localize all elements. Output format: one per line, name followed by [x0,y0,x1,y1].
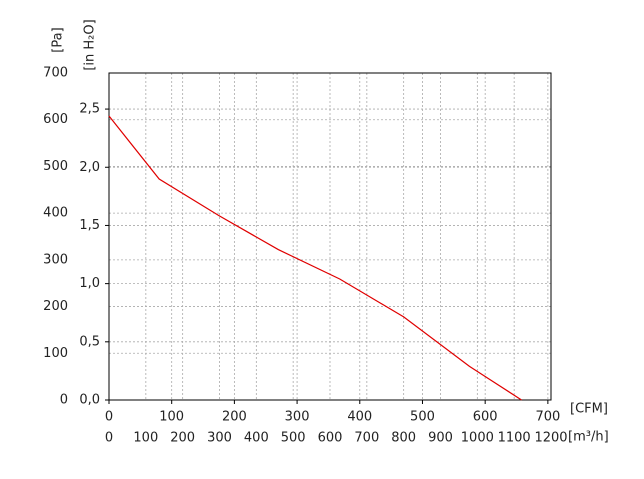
y2-tick-label: 2,5 [79,102,100,117]
x2-tick-label: 1200 [534,431,567,446]
y-tick-label: 400 [43,206,68,221]
y2-tick-label: 0,0 [79,393,100,408]
y-tick-label: 0 [60,393,68,408]
x-tick-label: 300 [285,410,310,425]
y2-tick-label: 1,0 [79,276,100,291]
x2-tick-label: 200 [170,431,195,446]
x2-tick-label: 800 [391,431,416,446]
y-tick-label: 700 [43,66,68,81]
y-axis-label: [Pa] [51,27,66,52]
x2-axis-label: [m³/h] [568,430,609,445]
y2-tick-label: 0,5 [79,334,100,349]
y-tick-label: 100 [43,346,68,361]
x2-tick-label: 700 [354,431,379,446]
fan-curve [108,115,522,401]
y2-axis-label: [in H₂O] [83,19,98,70]
x-tick-label: 100 [159,410,184,425]
x2-tick-label: 100 [133,431,158,446]
y-tick-label: 200 [43,299,68,314]
x2-tick-label: 900 [428,431,453,446]
y-tick-label: 500 [43,159,68,174]
x2-tick-label: 0 [105,431,113,446]
x-tick-label: 600 [473,410,498,425]
x2-tick-label: 600 [318,431,343,446]
x2-tick-label: 500 [281,431,306,446]
x-tick-label: 700 [535,410,560,425]
x2-tick-label: 1000 [461,431,494,446]
x-axis-label: [CFM] [570,402,608,417]
x-tick-label: 200 [222,410,247,425]
x-tick-label: 500 [410,410,435,425]
x-tick-label: 0 [105,410,113,425]
y2-tick-label: 2,0 [79,160,100,175]
x2-tick-label: 1100 [498,431,531,446]
y-tick-label: 600 [43,112,68,127]
y-tick-label: 300 [43,252,68,267]
y2-tick-label: 1,5 [79,218,100,233]
x-tick-label: 400 [347,410,372,425]
plot-frame [108,72,552,401]
x2-tick-label: 300 [207,431,232,446]
x2-tick-label: 400 [244,431,269,446]
